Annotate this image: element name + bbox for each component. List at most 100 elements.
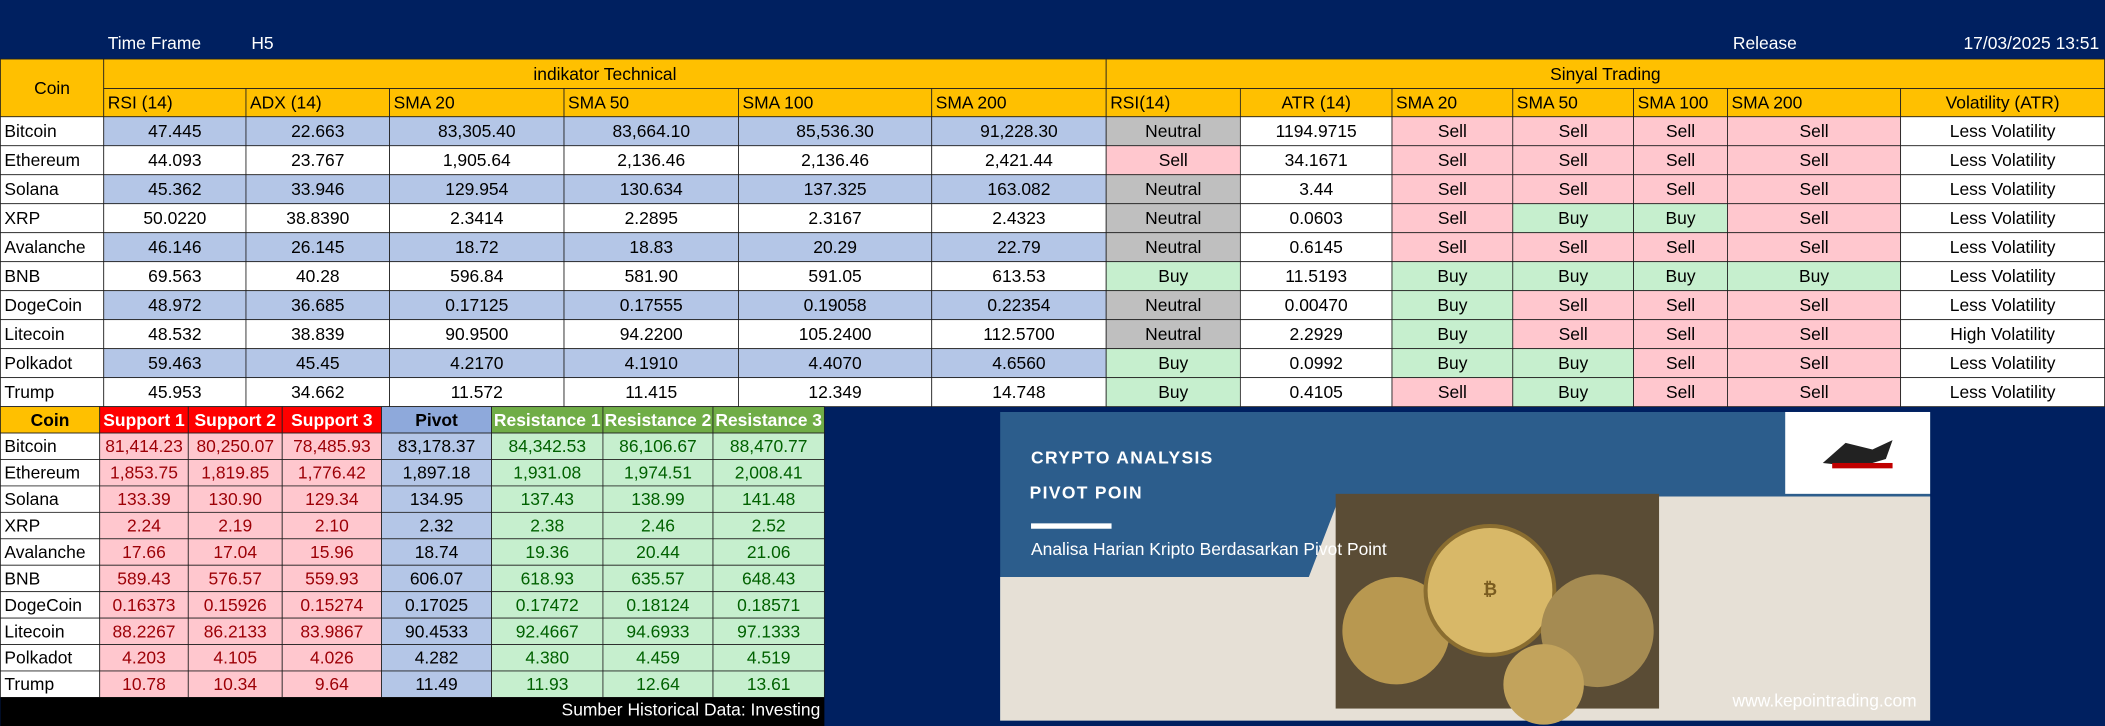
pivot-value: 21.06 [747, 542, 791, 562]
cell-text: Sell [1438, 121, 1467, 141]
cell [187, 670, 283, 698]
cell-text: Neutral [1145, 324, 1201, 344]
cell [1105, 377, 1241, 408]
cell-text: Sell [1800, 208, 1829, 228]
column-header: SMA 50 [568, 93, 629, 113]
cell-text: 3.44 [1299, 179, 1333, 199]
cell-text: 22.663 [291, 121, 344, 141]
cell-text: Buy [1558, 353, 1588, 373]
cell-text: Sell [1800, 237, 1829, 257]
cell [602, 459, 714, 487]
cell [1900, 232, 2105, 263]
cell [931, 261, 1107, 292]
cell [712, 485, 825, 513]
pivot-header: Pivot [415, 410, 458, 430]
cell [0, 116, 105, 147]
cell [389, 174, 565, 205]
pivot-value: 12.64 [636, 674, 680, 694]
pivot-value: 18.74 [415, 542, 459, 562]
cell [1391, 232, 1514, 263]
pivot-value: 80,250.07 [196, 436, 274, 456]
cell [381, 644, 492, 672]
cell [0, 58, 105, 118]
release-label: Release [1733, 33, 1797, 53]
cell [1105, 88, 1241, 118]
cell [1239, 145, 1393, 176]
cell [187, 459, 283, 487]
cell-text: 91,228.30 [980, 121, 1058, 141]
pivot-value: 10.34 [213, 674, 257, 694]
cell [602, 538, 714, 566]
column-header: ATR (14) [1281, 93, 1350, 113]
cell-text: 22.79 [997, 237, 1041, 257]
coin-name: BNB [4, 568, 40, 588]
cell [99, 511, 189, 540]
cell [1105, 348, 1241, 379]
source-note: Sumber Historical Data: Investing [562, 699, 821, 719]
coin [1423, 524, 1557, 657]
coin-name: Trump [4, 382, 54, 402]
cell [563, 232, 739, 263]
pivot-value: 84,342.53 [508, 436, 586, 456]
cell-text: Neutral [1145, 208, 1201, 228]
release-date: 17/03/2025 13:51 [1963, 33, 2099, 53]
cell [103, 377, 247, 408]
cell [245, 116, 390, 147]
cell [1391, 203, 1514, 234]
cell [187, 538, 283, 566]
banner-url: www.kepointrading.com [1732, 690, 1917, 710]
header-text: Coin [34, 78, 70, 98]
coin-name: Litecoin [4, 324, 64, 344]
cell-text: 20.29 [813, 237, 857, 257]
cell [1239, 232, 1393, 263]
pivot-value: 138.99 [631, 489, 684, 509]
pivot-value: 130.90 [209, 489, 263, 509]
cell [1727, 232, 1902, 263]
cell [1105, 232, 1241, 263]
cell [0, 232, 105, 263]
cell-text: 163.082 [987, 179, 1050, 199]
cell-text: 2.3414 [450, 208, 504, 228]
cell-text: 45.45 [296, 353, 340, 373]
cell [245, 261, 390, 292]
banner-kicker: CRYPTO ANALYSIS [1031, 448, 1214, 468]
cell [381, 406, 492, 434]
cell-text: 45.953 [148, 382, 201, 402]
cell [187, 406, 283, 434]
cell-text: 129.954 [445, 179, 508, 199]
coin-name: XRP [4, 208, 40, 228]
cell-text: 50.0220 [143, 208, 206, 228]
cell [1512, 88, 1634, 118]
column-header: RSI(14) [1110, 93, 1170, 113]
pivot-value: 141.48 [742, 489, 795, 509]
logo [1822, 440, 1893, 468]
pivot-value: 0.18571 [737, 595, 800, 615]
pivot-value: 19.36 [525, 542, 569, 562]
group-header: Sinyal Trading [1550, 64, 1661, 84]
cell [931, 290, 1107, 321]
cell [381, 511, 492, 540]
cell-text: 613.53 [992, 266, 1045, 286]
cell-text: 11.572 [451, 382, 503, 402]
cell [99, 617, 189, 645]
group-header: indikator Technical [533, 64, 676, 84]
cell-text: Sell [1800, 382, 1829, 402]
cell-text: Sell [1559, 237, 1588, 257]
pivot-value: 137.43 [521, 489, 574, 509]
cell [99, 644, 189, 672]
cell [1239, 377, 1393, 408]
cell [0, 174, 105, 205]
cell [1900, 290, 2105, 321]
pivot-value: 17.04 [213, 542, 257, 562]
pivot-value: 11.93 [526, 674, 568, 694]
pivot-value: 606.07 [410, 568, 463, 588]
cell [563, 203, 739, 234]
pivot-header: Support 3 [291, 410, 373, 430]
pivot-value: 11.49 [415, 674, 457, 694]
cell [1105, 58, 2105, 89]
cell [1900, 348, 2105, 379]
cell [491, 644, 604, 672]
cell-text: 2,136.46 [801, 150, 869, 170]
